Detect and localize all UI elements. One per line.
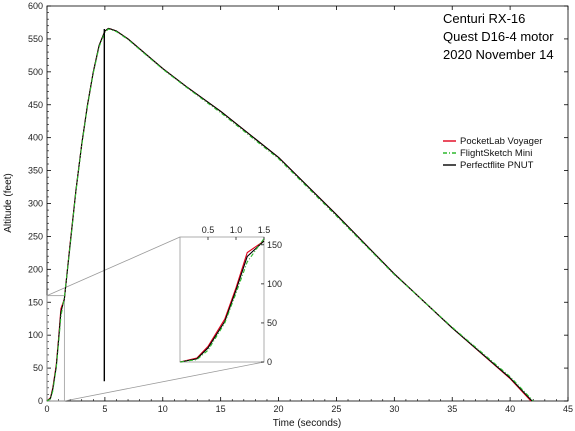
y-tick-label: 500 <box>28 67 43 77</box>
inset-series-line-pnut <box>179 240 265 363</box>
y-tick-label: 250 <box>28 231 43 241</box>
y-tick-label: 0 <box>38 396 43 406</box>
y-tick-label: 150 <box>28 297 43 307</box>
inset-series-line-flightsketch <box>179 238 265 363</box>
zoom-connector-top <box>46 236 181 297</box>
y-tick-label: 100 <box>28 330 43 340</box>
y-tick-label: 50 <box>33 363 43 373</box>
y-tick-label: 550 <box>28 34 43 44</box>
x-tick-label: 35 <box>447 404 457 414</box>
inset-y-tick-label: 150 <box>267 240 282 250</box>
title-line-1: Centuri RX-16 <box>443 11 525 26</box>
y-tick-label: 350 <box>28 166 43 176</box>
x-tick-label: 5 <box>102 404 107 414</box>
legend-label-pnut: Perfectflite PNUT <box>460 160 534 171</box>
title-line-3: 2020 November 14 <box>443 47 554 62</box>
zoom-source-box <box>46 295 65 402</box>
inset-axes: 0.5 1.0 1.5 0 50 100 150 <box>202 225 282 367</box>
inset-x-tick-label: 0.5 <box>202 225 215 235</box>
x-tick-label: 0 <box>44 404 49 414</box>
x-tick-label: 15 <box>216 404 226 414</box>
y-tick-label: 600 <box>28 1 43 11</box>
y-tick-label: 450 <box>28 100 43 110</box>
inset-x-tick-label: 1.0 <box>230 225 243 235</box>
inset-series-layer <box>179 238 265 363</box>
x-tick-label: 45 <box>563 404 573 414</box>
y-tick-label: 200 <box>28 264 43 274</box>
series-layer <box>46 27 534 402</box>
legend: PocketLab Voyager FlightSketch Mini Perf… <box>443 136 542 171</box>
x-tick-label: 10 <box>158 404 168 414</box>
inset-x-tick-label: 1.5 <box>258 225 271 235</box>
legend-label-pocketlab: PocketLab Voyager <box>460 136 542 147</box>
y-axis-label: Altitude (feet) <box>3 173 14 232</box>
x-axis: 0 5 10 15 20 25 30 35 40 45 <box>44 6 573 414</box>
x-tick-label: 20 <box>274 404 284 414</box>
series-line-flightsketch <box>46 28 534 402</box>
inset-y-tick-label: 100 <box>267 279 282 289</box>
legend-label-flightsketch: FlightSketch Mini <box>460 148 532 159</box>
inset-zoom-indicator <box>46 236 265 402</box>
x-tick-label: 30 <box>389 404 399 414</box>
inset-y-tick-label: 50 <box>267 318 277 328</box>
inset-series-line-pocketlab <box>179 240 265 363</box>
x-tick-label: 40 <box>505 404 515 414</box>
x-tick-label: 25 <box>331 404 341 414</box>
title-line-2: Quest D16-4 motor <box>443 29 554 44</box>
zoom-connector-bottom <box>64 361 265 402</box>
x-axis-label: Time (seconds) <box>273 418 342 429</box>
inset-y-tick-label: 0 <box>267 357 272 367</box>
y-tick-label: 400 <box>28 133 43 143</box>
series-line-pnut <box>46 27 533 402</box>
inset-frame <box>179 236 265 363</box>
inset-chart: 0.5 1.0 1.5 0 50 100 150 <box>179 225 282 367</box>
y-tick-label: 300 <box>28 199 43 209</box>
